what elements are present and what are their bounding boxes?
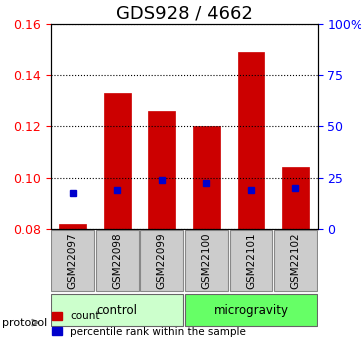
Text: GSM22097: GSM22097 bbox=[68, 232, 78, 289]
Text: GSM22102: GSM22102 bbox=[290, 232, 300, 289]
Bar bbox=[238, 52, 264, 229]
Text: GSM22098: GSM22098 bbox=[112, 232, 122, 289]
FancyBboxPatch shape bbox=[185, 294, 317, 326]
Text: GSM22099: GSM22099 bbox=[157, 232, 167, 289]
Bar bbox=[282, 167, 309, 229]
Bar bbox=[193, 126, 220, 229]
Bar bbox=[60, 224, 86, 229]
Title: GDS928 / 4662: GDS928 / 4662 bbox=[116, 4, 253, 22]
FancyBboxPatch shape bbox=[230, 230, 272, 291]
Text: GSM22101: GSM22101 bbox=[246, 232, 256, 289]
FancyBboxPatch shape bbox=[96, 230, 139, 291]
Text: GSM22100: GSM22100 bbox=[201, 233, 212, 289]
Text: microgravity: microgravity bbox=[213, 304, 288, 317]
FancyBboxPatch shape bbox=[274, 230, 317, 291]
FancyBboxPatch shape bbox=[51, 294, 183, 326]
Text: control: control bbox=[97, 304, 138, 317]
FancyBboxPatch shape bbox=[51, 230, 94, 291]
Bar bbox=[104, 93, 131, 229]
Bar bbox=[148, 111, 175, 229]
FancyBboxPatch shape bbox=[140, 230, 183, 291]
Text: protocol: protocol bbox=[2, 318, 47, 327]
FancyBboxPatch shape bbox=[185, 230, 228, 291]
Legend: count, percentile rank within the sample: count, percentile rank within the sample bbox=[48, 308, 249, 340]
